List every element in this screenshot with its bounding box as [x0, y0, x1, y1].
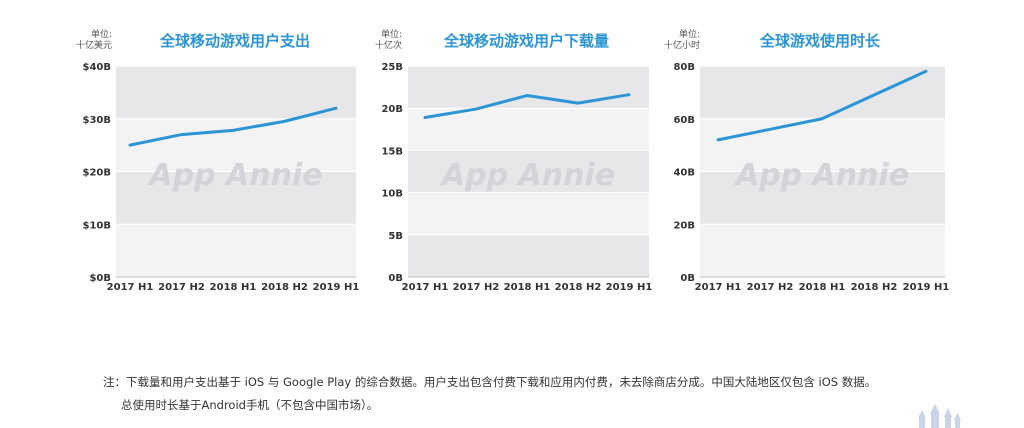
x-tick-label: 2017 H1: [107, 282, 154, 293]
chart-usage-time: 单位: 十亿小时 全球游戏使用时长 0B 20B 40B 60B 80B App Anni…: [0, 0, 949, 300]
unit-label-line1: 单位:: [90, 30, 112, 40]
x-tick-label: 2018 H1: [504, 282, 551, 293]
unit-label-line1: 单位:: [678, 30, 700, 40]
data-point: [180, 133, 183, 136]
data-point: [627, 93, 631, 96]
y-tick-label: $20B: [83, 168, 112, 179]
grid-band: [116, 224, 356, 277]
unit-label: 单位: 十亿次: [352, 30, 402, 52]
y-tick-label: 25B: [381, 62, 403, 73]
grid-band: [700, 66, 945, 119]
chart-title: 全球移动游戏用户下载量: [444, 32, 610, 50]
x-tick-label: 2017 H2: [158, 282, 205, 293]
chart-downloads: 单位: 十亿次 全球移动游戏用户下载量 0B 5B 10B 15B 20B 25B App …: [0, 0, 652, 300]
data-point: [474, 107, 478, 111]
data-point: [525, 94, 529, 97]
y-tick-label: $0B: [89, 273, 111, 284]
y-tick-label: 10B: [381, 189, 403, 200]
footnote-line1: 注：下载量和用户支出基于 iOS 与 Google Play 的综合数据。用户支…: [103, 375, 877, 389]
data-point: [872, 93, 876, 97]
castle-icon: [918, 404, 961, 428]
x-tick-label: 2017 H2: [747, 282, 794, 293]
x-tick-label: 2018 H2: [851, 282, 898, 293]
x-tick-label: 2018 H1: [799, 282, 846, 293]
chart-user-spend: 单位: 十亿美元 全球移动游戏用户支出 $0B $10B $20B $30B $40B A…: [0, 0, 359, 300]
data-point: [423, 116, 427, 119]
y-tick-label: 5B: [388, 231, 403, 242]
y-tick-label: 15B: [381, 146, 403, 157]
grid-band: [408, 108, 649, 151]
y-tick-label: 0B: [680, 273, 695, 284]
data-point: [128, 143, 132, 147]
y-tick-label: 60B: [673, 115, 695, 126]
data-point: [283, 120, 286, 123]
data-point: [334, 107, 338, 110]
grid-band: [408, 66, 649, 109]
grid-band: [408, 192, 649, 235]
x-tick-label: 2019 H1: [606, 282, 653, 293]
x-tick-label: 2019 H1: [903, 282, 950, 293]
footnote-line2: 总使用时长基于Android手机（不包含中国市场）。: [121, 398, 379, 412]
chart-title: 全球游戏使用时长: [760, 32, 881, 50]
y-tick-label: 0B: [388, 273, 403, 284]
x-tick-label: 2017 H1: [695, 282, 742, 293]
y-tick-label: $10B: [83, 220, 112, 231]
grid-band: [700, 118, 945, 172]
unit-label: 单位: 十亿美元: [60, 30, 112, 52]
grid-band: [700, 171, 945, 225]
data-point: [820, 117, 824, 120]
unit-label-line2: 十亿次: [374, 41, 402, 51]
y-tick-label: 80B: [673, 62, 695, 73]
watermark: App Annie: [147, 158, 322, 193]
grid-band: [116, 118, 356, 172]
y-tick-label: 40B: [673, 168, 695, 179]
unit-label-line1: 单位:: [380, 30, 402, 40]
unit-label: 单位: 十亿小时: [642, 30, 700, 52]
watermark: App Annie: [440, 158, 615, 193]
chart-plot: 0B 20B 40B 60B 80B App Annie 2017 H1 2017 H2 201…: [673, 62, 950, 293]
y-tick-label: $40B: [83, 62, 112, 73]
data-point: [924, 70, 928, 73]
data-point: [231, 129, 235, 132]
grid-band: [700, 224, 945, 277]
grid-band: [116, 66, 356, 119]
y-tick-label: 20B: [381, 104, 403, 115]
chart-title: 全球移动游戏用户支出: [160, 32, 311, 50]
grid-band: [116, 171, 356, 225]
x-tick-label: 2017 H2: [453, 282, 500, 293]
x-tick-label: 2018 H2: [555, 282, 602, 293]
unit-label-line2: 十亿小时: [663, 41, 700, 51]
data-point: [768, 128, 772, 131]
watermark: App Annie: [734, 158, 909, 193]
chart-plot: 0B 5B 10B 15B 20B 25B App Annie 2017 H1 2017 H2 2…: [381, 62, 653, 293]
y-tick-label: $30B: [83, 115, 112, 126]
y-tick-label: 20B: [673, 220, 695, 231]
x-tick-label: 2017 H1: [402, 282, 449, 293]
grid-band: [408, 234, 649, 277]
grid-band: [408, 150, 649, 193]
x-tick-label: 2018 H1: [210, 282, 257, 293]
chart-plot: $0B $10B $20B $30B $40B App Annie 2017 H1 2017 …: [83, 62, 360, 293]
x-tick-label: 2018 H2: [261, 282, 308, 293]
unit-label-line2: 十亿美元: [75, 41, 112, 51]
x-tick-label: 2019 H1: [313, 282, 360, 293]
data-point: [716, 138, 720, 142]
data-point: [576, 101, 580, 105]
